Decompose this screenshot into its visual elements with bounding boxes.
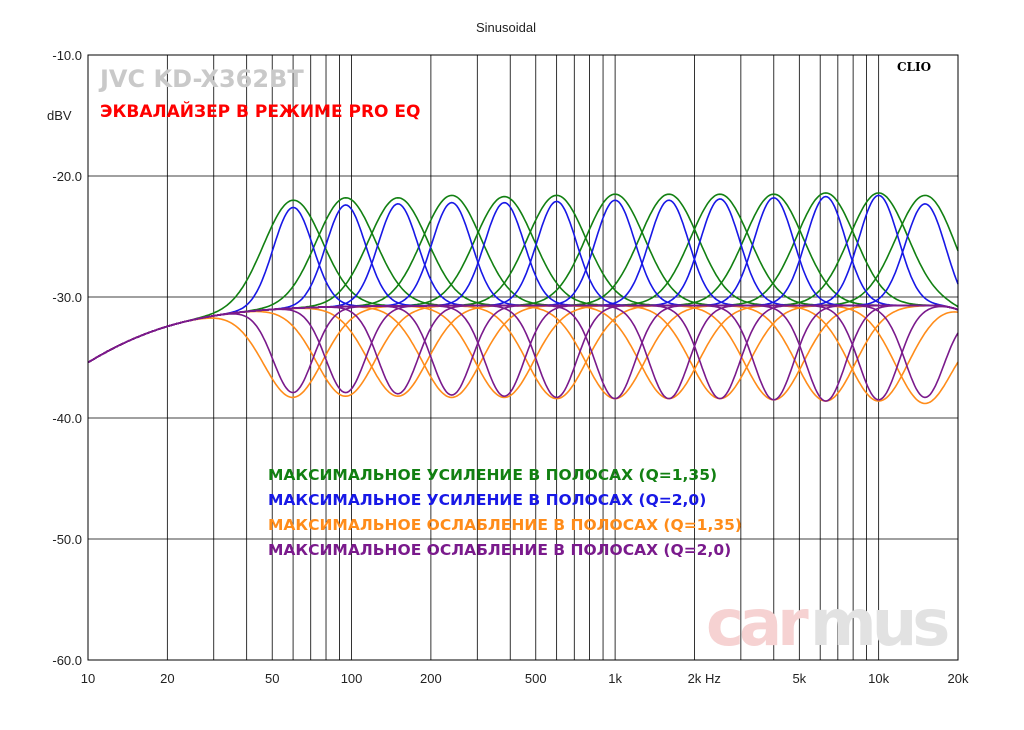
legend-entry: МАКСИМАЛЬНОЕ ОСЛАБЛЕНИЕ В ПОЛОСАХ (Q=1,3… [268,516,742,534]
watermark-car: car [706,587,809,661]
x-tick-label: 50 [265,671,279,686]
x-tick-label: 2k [688,671,702,686]
legend: МАКСИМАЛЬНОЕ УСИЛЕНИЕ В ПОЛОСАХ (Q=1,35)… [268,466,742,559]
x-tick-label: 500 [525,671,547,686]
series-curves [87,304,959,402]
band-response-curve [87,304,959,399]
x-tick-label: 1k [608,671,622,686]
y-tick-label: -10.0 [52,48,82,63]
x-tick-label: 20 [160,671,174,686]
x-axis-unit: Hz [705,671,721,686]
x-tick-label: 10 [81,671,95,686]
y-axis-ticks: -10.0 -20.0 -30.0 -40.0 -50.0 -60.0 [52,48,82,668]
y-tick-label: -60.0 [52,653,82,668]
y-tick-label: -20.0 [52,169,82,184]
response-curves [87,192,959,405]
y-axis-unit: dBV [47,108,72,123]
chart-subtitle: ЭКВАЛАЙЗЕР В РЕЖИМЕ PRO EQ [100,100,420,122]
y-tick-label: -50.0 [52,532,82,547]
x-axis-ticks: 10 20 50 100 200 500 1k 2k 5k 10k 20k [81,671,969,686]
legend-entry: МАКСИМАЛЬНОЕ УСИЛЕНИЕ В ПОЛОСАХ (Q=1,35) [268,466,717,484]
plot-frame [87,54,959,661]
carmus-watermark: car mus [706,587,953,661]
legend-entry: МАКСИМАЛЬНОЕ ОСЛАБЛЕНИЕ В ПОЛОСАХ (Q=2,0… [268,541,731,559]
plot-area [88,55,958,660]
x-tick-label: 20k [948,671,969,686]
watermark-mus: mus [810,587,948,661]
y-tick-label: -30.0 [52,290,82,305]
x-tick-label: 10k [868,671,889,686]
legend-entry: МАКСИМАЛЬНОЕ УСИЛЕНИЕ В ПОЛОСАХ (Q=2,0) [268,491,706,509]
y-tick-label: -40.0 [52,411,82,426]
x-tick-label: 200 [420,671,442,686]
x-tick-label: 5k [792,671,806,686]
x-tick-label: 100 [341,671,363,686]
product-name: JVC KD-X362BT [98,65,304,93]
clio-label: CLIO [897,60,931,74]
chart-title: Sinusoidal [476,20,536,35]
